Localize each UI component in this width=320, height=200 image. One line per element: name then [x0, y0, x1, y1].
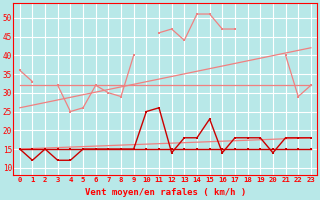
X-axis label: Vent moyen/en rafales ( km/h ): Vent moyen/en rafales ( km/h )	[85, 188, 246, 197]
